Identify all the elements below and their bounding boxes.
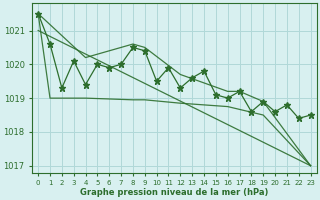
X-axis label: Graphe pression niveau de la mer (hPa): Graphe pression niveau de la mer (hPa) <box>80 188 268 197</box>
